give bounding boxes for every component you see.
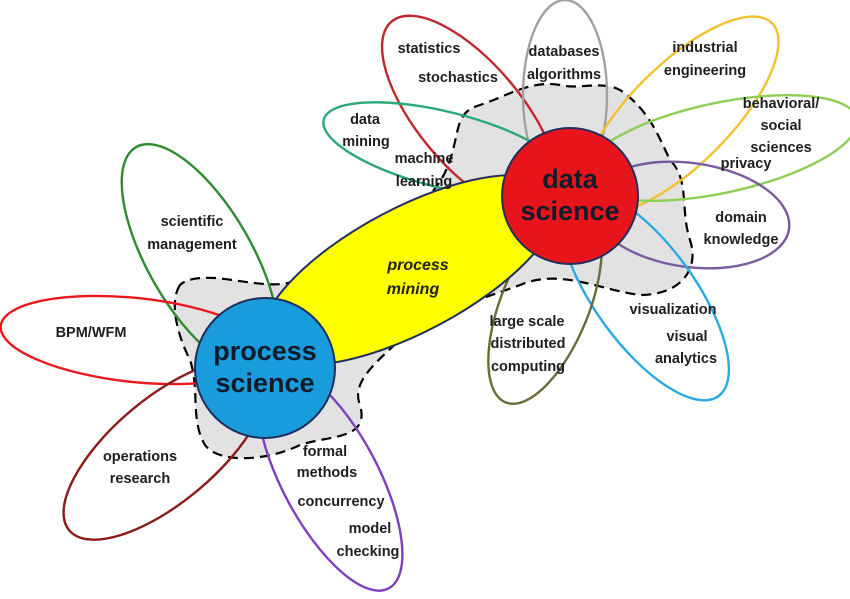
label-concurrency: concurrency xyxy=(297,494,384,510)
process-science-label-line1: process xyxy=(213,336,317,366)
label-visualization: visualization xyxy=(629,302,716,318)
label-domain: domain xyxy=(715,210,767,226)
label-machine: machine xyxy=(395,151,454,167)
label-data: data xyxy=(350,112,381,128)
label-large-scale: large scale xyxy=(490,314,565,330)
data-science-label-line2: science xyxy=(520,196,619,226)
data-science-label-line1: data xyxy=(542,164,599,194)
label-engineering: engineering xyxy=(664,63,746,79)
label-checking: checking xyxy=(337,544,400,560)
label-algorithms: algorithms xyxy=(527,67,601,83)
label-computing: computing xyxy=(491,359,565,375)
label-scientific: scientific xyxy=(161,214,224,230)
label-behavioral: behavioral/ xyxy=(743,96,820,112)
label-methods: methods xyxy=(297,465,357,481)
process-science-label-line2: science xyxy=(215,368,314,398)
process-mining-label-line2: mining xyxy=(387,281,440,298)
label-analytics: analytics xyxy=(655,351,717,367)
label-databases: databases xyxy=(529,44,600,60)
label-bpm-wfm: BPM/WFM xyxy=(56,325,127,341)
label-distributed: distributed xyxy=(491,336,566,352)
label-knowledge: knowledge xyxy=(704,232,779,248)
label-research: research xyxy=(110,471,170,487)
label-sciences: sciences xyxy=(750,140,811,156)
label-model: model xyxy=(349,521,392,537)
label-formal: formal xyxy=(303,444,347,460)
process-mining-label-line1: process xyxy=(386,257,448,274)
label-social: social xyxy=(760,118,801,134)
label-stochastics: stochastics xyxy=(418,70,498,86)
label-management: management xyxy=(147,237,237,253)
label-privacy: privacy xyxy=(721,156,772,172)
label-learning: learning xyxy=(396,174,452,190)
label-statistics: statistics xyxy=(398,41,461,57)
label-mining: mining xyxy=(342,134,390,150)
label-visual: visual xyxy=(666,329,707,345)
process-science-hub xyxy=(194,297,336,439)
label-operations: operations xyxy=(103,449,177,465)
data-science-hub xyxy=(501,127,639,265)
label-industrial: industrial xyxy=(672,40,737,56)
